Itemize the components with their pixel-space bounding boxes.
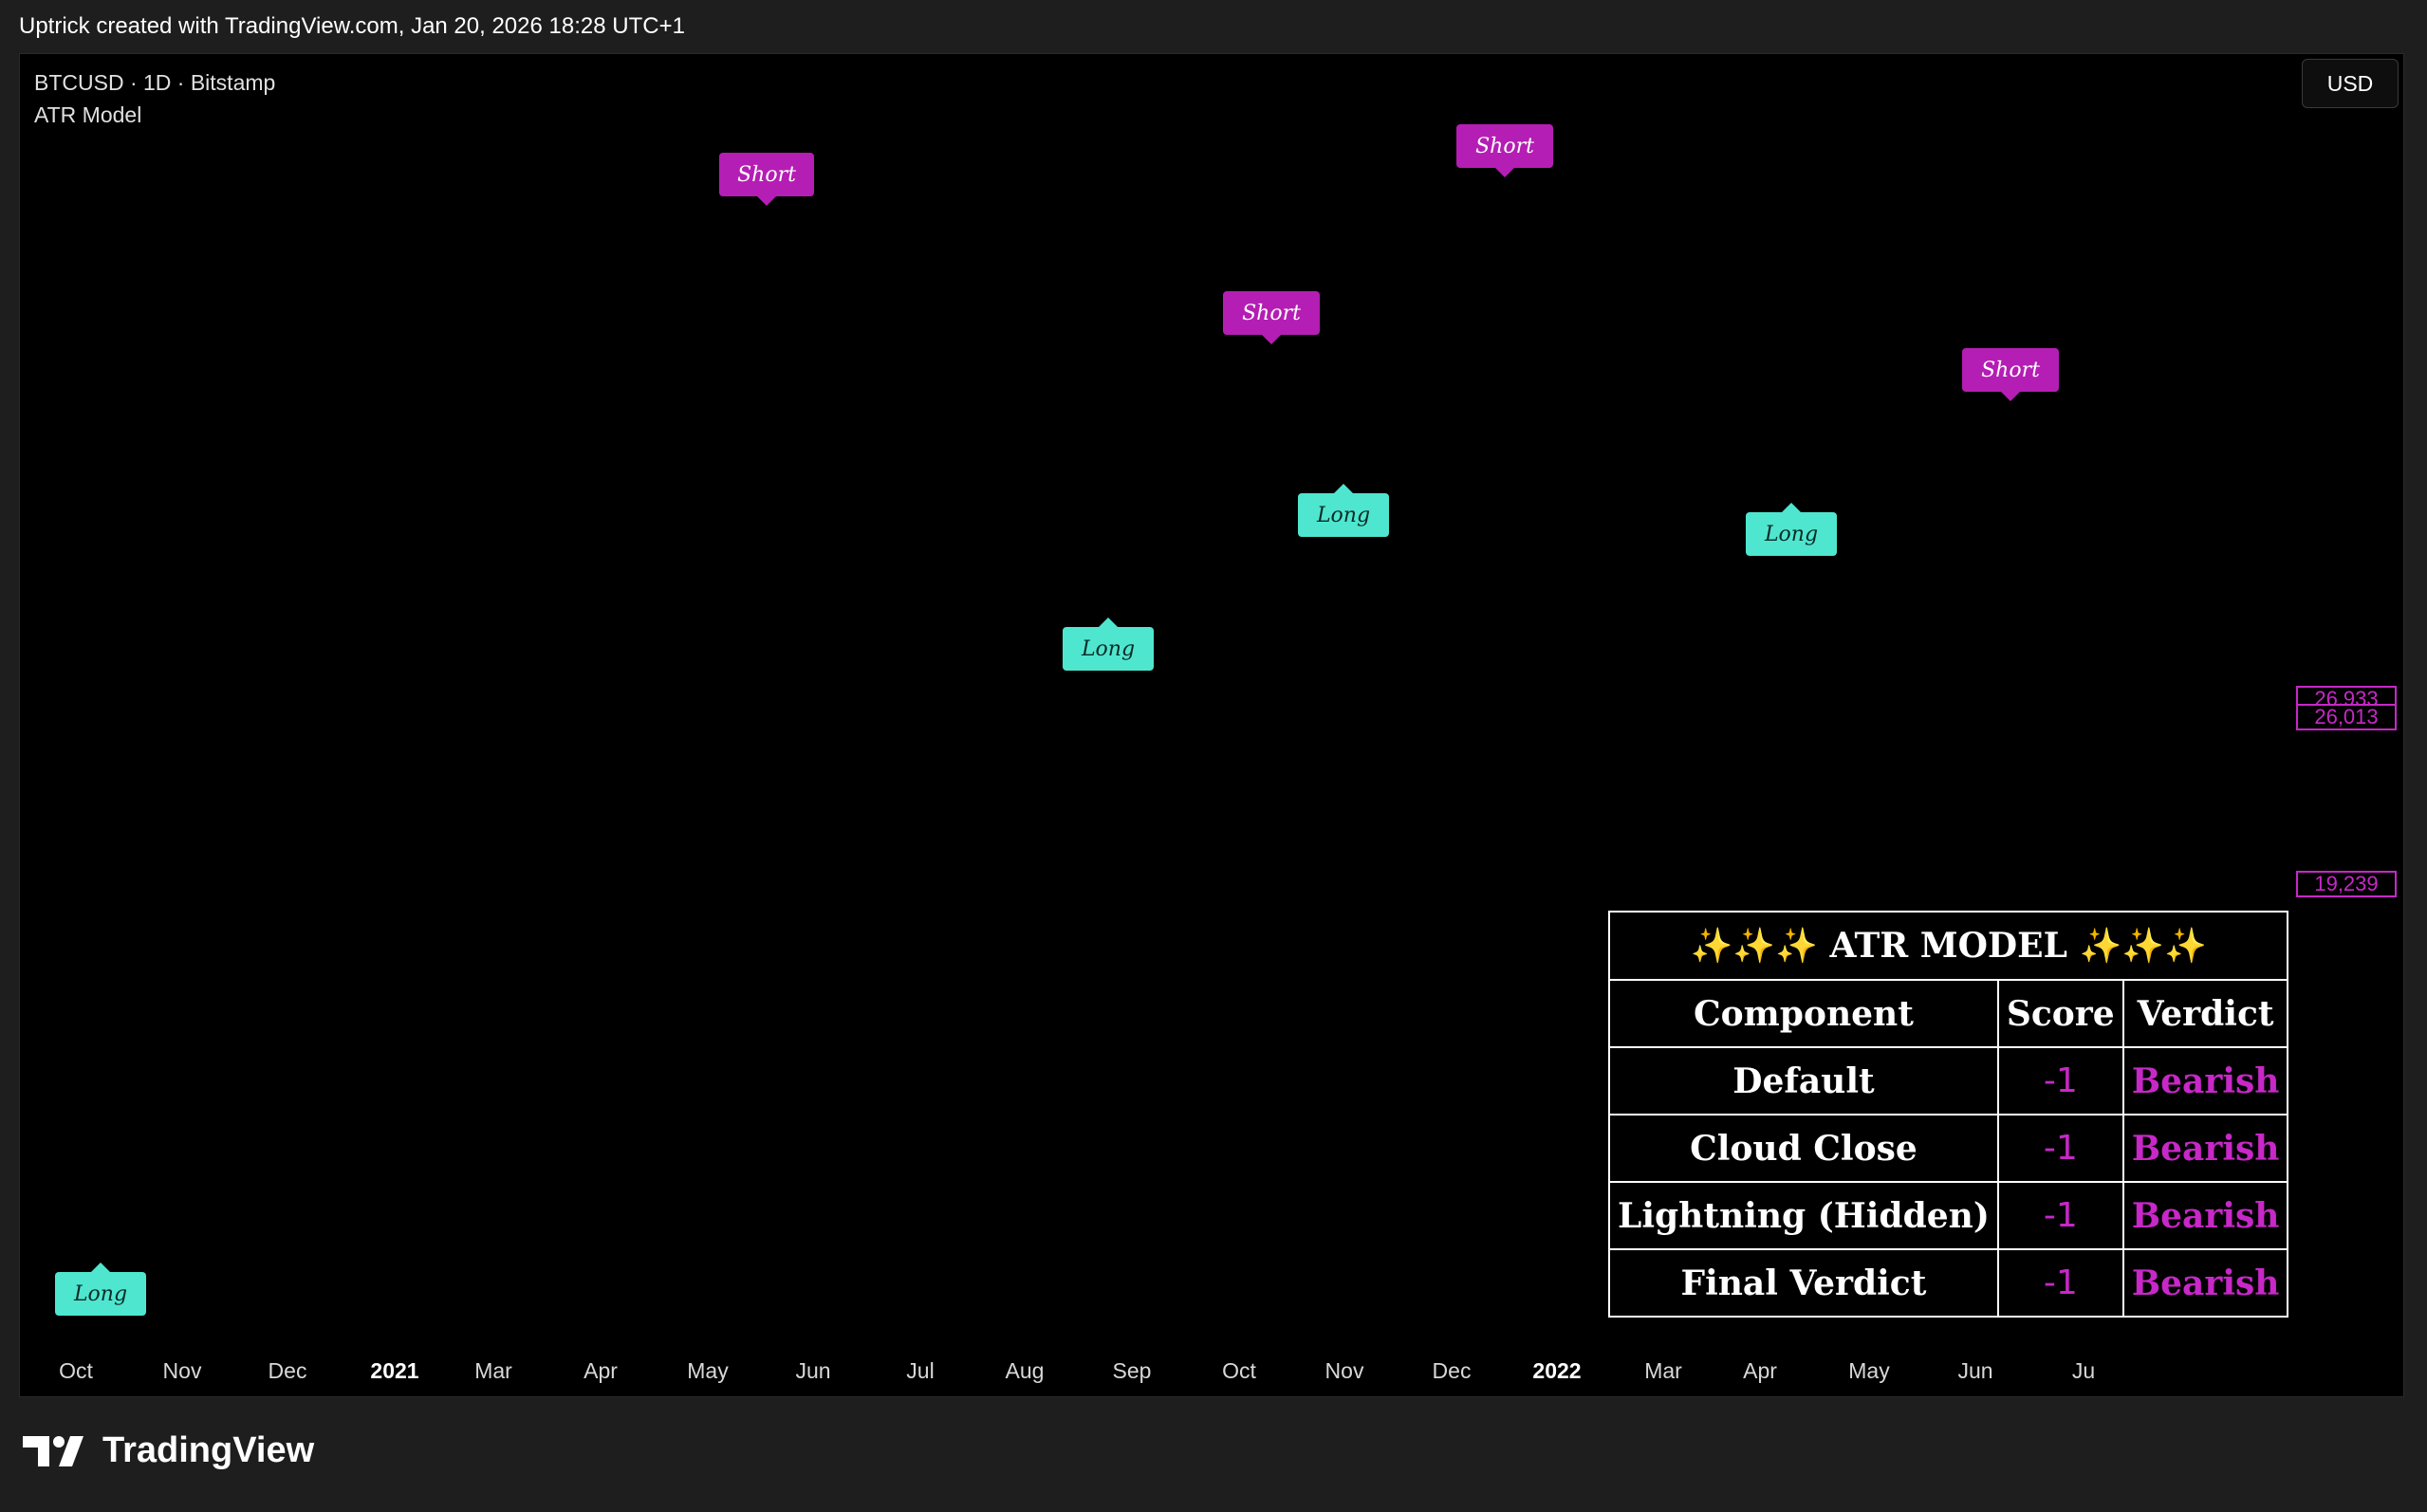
short-signal-label: Short: [719, 153, 814, 206]
atr-table-title: ✨✨✨ ATR MODEL ✨✨✨: [1607, 911, 2289, 981]
atr-component: Default: [1608, 1046, 1999, 1116]
atr-score: -1: [1996, 1046, 2124, 1116]
currency-button[interactable]: USD: [2302, 59, 2399, 108]
long-signal-label: Long: [55, 1263, 146, 1316]
time-tick-label: Jun: [795, 1358, 831, 1383]
price-tag: 19,239: [2296, 871, 2397, 897]
short-signal-label: Short: [1962, 348, 2059, 401]
top-bar: Uptrick created with TradingView.com, Ja…: [0, 0, 2427, 53]
atr-component: Lightning (Hidden): [1608, 1181, 1999, 1250]
time-tick-label: Apr: [584, 1358, 618, 1383]
time-tick-label: Oct: [1222, 1358, 1256, 1383]
time-tick-label: May: [687, 1358, 729, 1383]
attribution-text: Uptrick created with TradingView.com, Ja…: [19, 13, 685, 39]
time-tick-label: May: [1848, 1358, 1890, 1383]
atr-model-table: ✨✨✨ ATR MODEL ✨✨✨ Component Score Verdic…: [1607, 911, 2289, 1318]
time-tick-label: Jul: [906, 1358, 935, 1383]
table-row: Default -1 Bearish: [1608, 1046, 2289, 1116]
atr-component: Final Verdict: [1608, 1248, 1999, 1318]
atr-header-verdict: Verdict: [2121, 979, 2289, 1048]
time-tick-label: Aug: [1005, 1358, 1045, 1383]
time-tick-label: Apr: [1743, 1358, 1777, 1383]
atr-verdict: Bearish: [2121, 1046, 2289, 1116]
time-tick-label: Mar: [1644, 1358, 1682, 1383]
short-signal-label: Short: [1456, 124, 1553, 177]
tradingview-logo[interactable]: TradingView: [21, 1430, 314, 1471]
atr-verdict: Bearish: [2121, 1248, 2289, 1318]
long-signal-label: Long: [1063, 618, 1154, 671]
tradingview-logo-text: TradingView: [102, 1430, 315, 1470]
time-tick-label: Dec: [268, 1358, 307, 1383]
time-tick-label: Dec: [1432, 1358, 1472, 1383]
atr-table-header-row: Component Score Verdict: [1608, 979, 2289, 1048]
long-signal-label: Long: [1298, 484, 1389, 537]
time-tick-label: 2021: [370, 1358, 419, 1383]
time-tick-label: Oct: [59, 1358, 93, 1383]
time-tick-label: Sep: [1112, 1358, 1152, 1383]
time-tick-label: Ju: [2071, 1358, 2096, 1383]
table-row: Cloud Close -1 Bearish: [1608, 1114, 2289, 1183]
time-tick-label: Nov: [1325, 1358, 1364, 1383]
long-signal-label: Long: [1746, 503, 1837, 556]
table-row: Lightning (Hidden) -1 Bearish: [1608, 1181, 2289, 1250]
time-tick-label: Nov: [162, 1358, 202, 1383]
time-tick-label: Mar: [474, 1358, 512, 1383]
indicator-label[interactable]: ATR Model: [34, 102, 142, 127]
time-tick-label: 2022: [1532, 1358, 1582, 1383]
atr-score: -1: [1996, 1181, 2124, 1250]
short-signal-label: Short: [1223, 291, 1320, 344]
atr-component: Cloud Close: [1608, 1114, 1999, 1183]
atr-header-score: Score: [1996, 979, 2124, 1048]
price-tag: 26,013: [2296, 704, 2397, 730]
atr-score: -1: [1996, 1114, 2124, 1183]
atr-score: -1: [1996, 1248, 2124, 1318]
chart-legend[interactable]: BTCUSD · 1D · Bitstamp ATR Model: [34, 66, 275, 131]
atr-verdict: Bearish: [2121, 1181, 2289, 1250]
symbol-label[interactable]: BTCUSD · 1D · Bitstamp: [34, 70, 276, 95]
time-tick-label: Jun: [1957, 1358, 1993, 1383]
table-row: Final Verdict -1 Bearish: [1608, 1248, 2289, 1318]
atr-verdict: Bearish: [2121, 1114, 2289, 1183]
tradingview-logo-icon: [23, 1435, 83, 1466]
atr-header-component: Component: [1608, 979, 1999, 1048]
